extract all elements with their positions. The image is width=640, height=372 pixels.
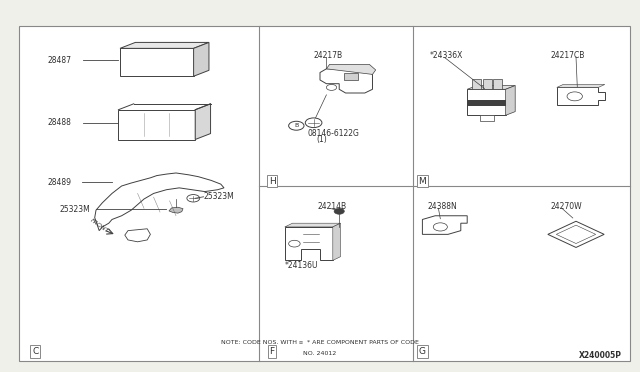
Text: B: B [294, 123, 298, 128]
Polygon shape [285, 227, 333, 260]
Circle shape [334, 208, 344, 214]
Text: *24336X: *24336X [430, 51, 463, 60]
Polygon shape [333, 223, 340, 260]
Text: G: G [419, 347, 426, 356]
Text: (1): (1) [317, 135, 328, 144]
Text: NO. 24012: NO. 24012 [303, 351, 337, 356]
Polygon shape [557, 87, 605, 105]
Polygon shape [193, 42, 209, 76]
Bar [118, 110, 195, 140]
Text: 24217B: 24217B [314, 51, 343, 60]
Text: 08146-6122G: 08146-6122G [307, 129, 359, 138]
Text: F: F [269, 347, 275, 356]
Polygon shape [422, 216, 467, 234]
Polygon shape [169, 207, 183, 213]
Polygon shape [467, 86, 515, 89]
Text: 28487: 28487 [48, 56, 72, 65]
Text: 24217CB: 24217CB [550, 51, 585, 60]
Bar [472, 79, 481, 89]
Text: 28489: 28489 [48, 178, 72, 187]
Polygon shape [95, 173, 224, 231]
Polygon shape [557, 84, 605, 87]
Text: *24136U: *24136U [285, 262, 318, 270]
Text: 24214B: 24214B [317, 202, 347, 211]
Text: M: M [419, 177, 426, 186]
Polygon shape [195, 104, 211, 140]
Polygon shape [285, 223, 340, 227]
Text: 25323M: 25323M [204, 192, 234, 201]
Polygon shape [120, 42, 209, 48]
Bar [344, 73, 358, 80]
Text: 28488: 28488 [48, 118, 72, 127]
Text: 24388N: 24388N [428, 202, 457, 211]
Text: NOTE: CODE NOS. WITH ¤  * ARE COMPONENT PARTS OF CODE: NOTE: CODE NOS. WITH ¤ * ARE COMPONENT P… [221, 340, 419, 345]
Bar [467, 89, 506, 115]
Text: FRONT: FRONT [89, 218, 109, 234]
Polygon shape [320, 69, 372, 93]
Text: H: H [269, 177, 275, 186]
Bar [19, 26, 630, 361]
Polygon shape [556, 225, 596, 244]
Bar [483, 79, 492, 89]
Bar [480, 115, 494, 121]
Polygon shape [125, 229, 150, 242]
Bar [467, 100, 506, 106]
Bar [493, 79, 502, 89]
Text: 25323M: 25323M [60, 205, 90, 214]
Text: 24270W: 24270W [550, 202, 582, 211]
Polygon shape [506, 86, 515, 115]
Text: C: C [32, 347, 38, 356]
Polygon shape [326, 64, 376, 74]
Bar [120, 48, 193, 76]
Text: X240005P: X240005P [579, 351, 622, 360]
Polygon shape [548, 221, 604, 247]
